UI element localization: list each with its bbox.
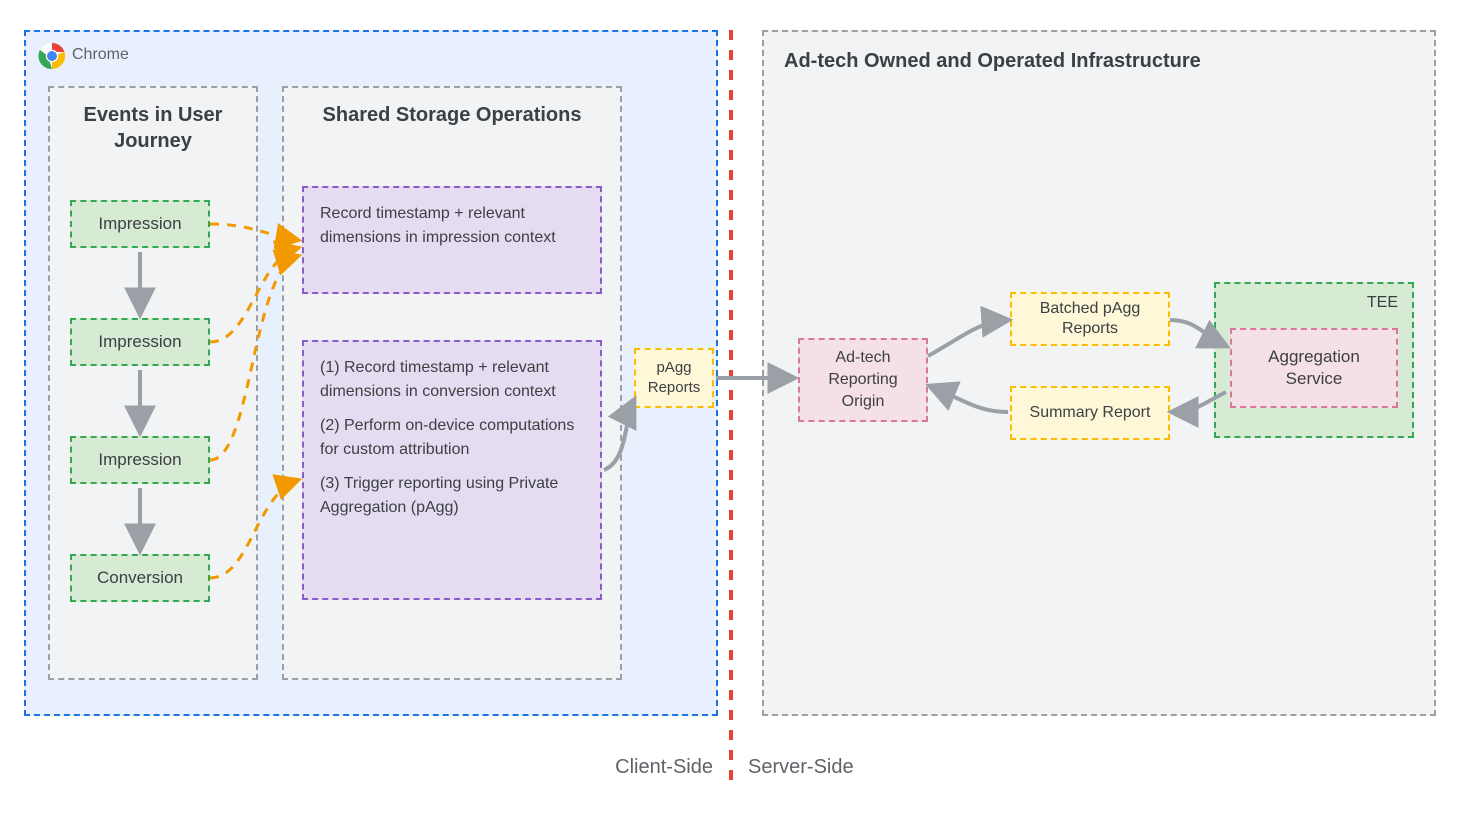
client-side-label: Client-Side xyxy=(615,756,713,779)
op-conversion-context: (1) Record timestamp + relevant dimensio… xyxy=(302,340,602,600)
op2-line-2: (2) Perform on-device computations for c… xyxy=(320,414,584,462)
pagg-reports: pAgg Reports xyxy=(634,348,714,408)
server-container-title: Ad-tech Owned and Operated Infrastructur… xyxy=(784,50,1201,73)
summary-report: Summary Report xyxy=(1010,386,1170,440)
op1-text: Record timestamp + relevant dimensions i… xyxy=(320,205,556,246)
server-side-label: Server-Side xyxy=(748,756,854,779)
op2-line-1: (1) Record timestamp + relevant dimensio… xyxy=(320,356,584,404)
aggregation-service: Aggregation Service xyxy=(1230,328,1398,408)
reporting-origin: Ad-tech Reporting Origin xyxy=(798,338,928,422)
op2-line-3: (3) Trigger reporting using Private Aggr… xyxy=(320,472,584,520)
event-impression-2: Impression xyxy=(70,318,210,366)
chrome-label: Chrome xyxy=(72,46,129,64)
event-impression-3: Impression xyxy=(70,436,210,484)
events-panel-title: Events in User Journey xyxy=(50,102,256,154)
event-impression-1: Impression xyxy=(70,200,210,248)
diagram-canvas: Chrome Events in User Journey Impression… xyxy=(0,0,1463,836)
tee-label: TEE xyxy=(1367,294,1398,312)
batched-reports: Batched pAgg Reports xyxy=(1010,292,1170,346)
shared-storage-title: Shared Storage Operations xyxy=(284,102,620,128)
op-impression-context: Record timestamp + relevant dimensions i… xyxy=(302,186,602,294)
chrome-icon xyxy=(38,42,66,70)
event-conversion: Conversion xyxy=(70,554,210,602)
